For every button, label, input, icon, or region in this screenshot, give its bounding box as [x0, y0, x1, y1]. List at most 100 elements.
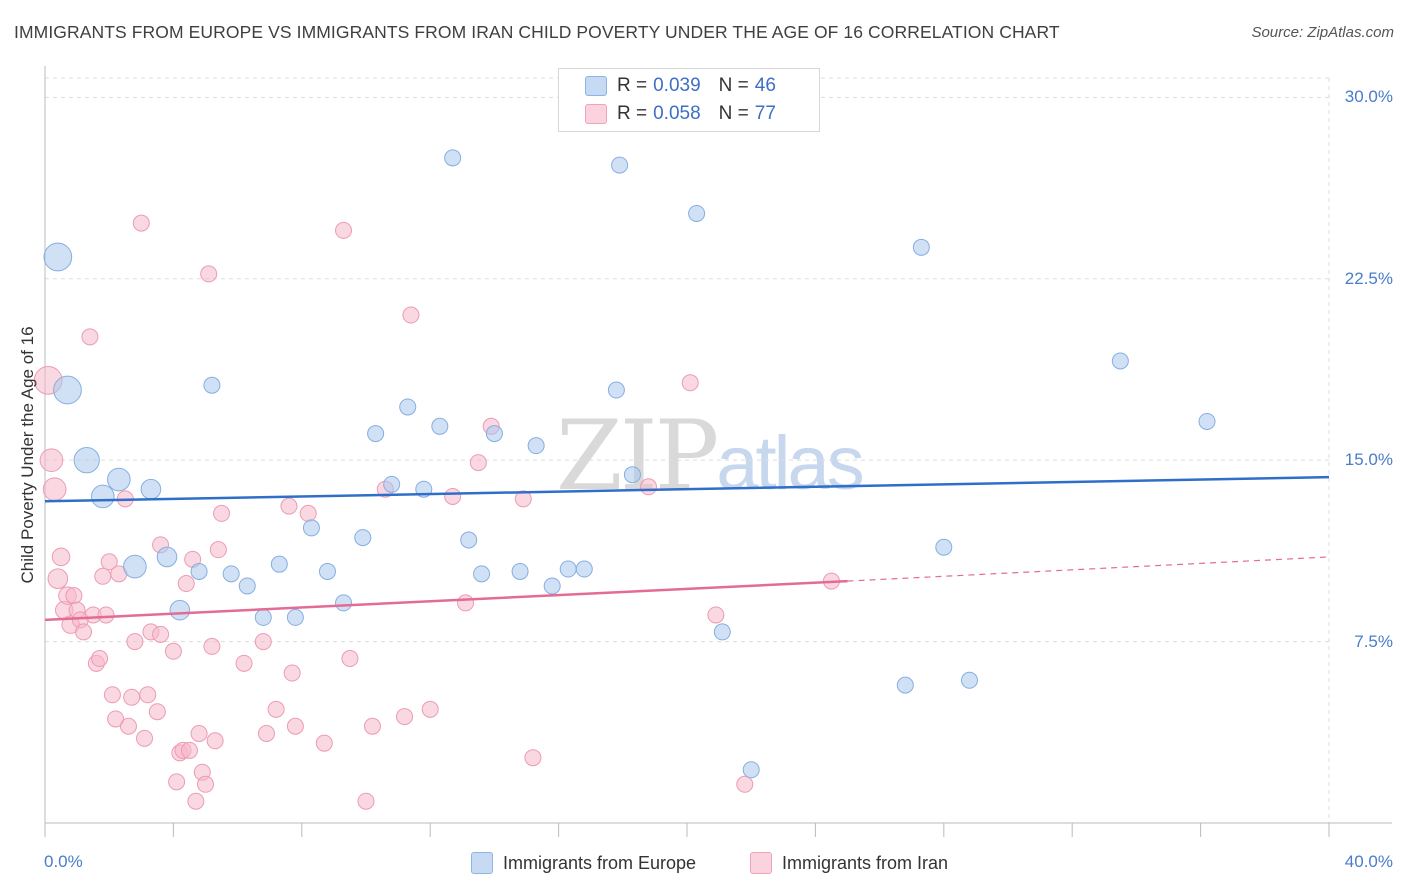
legend-item-iran: Immigrants from Iran — [750, 852, 948, 874]
europe-point-0 — [43, 242, 73, 272]
iran-point-60 — [357, 792, 375, 810]
legend-item-europe: Immigrants from Europe — [471, 852, 696, 874]
europe-point-11 — [222, 565, 240, 583]
europe-point-15 — [286, 608, 304, 626]
legend-iran-swatch — [750, 852, 772, 874]
iran-r-label: R = — [617, 103, 648, 124]
iran-point-74 — [707, 606, 725, 624]
iran-trend-line — [44, 579, 848, 622]
europe-point-9 — [190, 562, 208, 580]
iran-point-28 — [139, 686, 157, 704]
iran-point-46 — [206, 732, 224, 750]
x-tick-label-min: 0.0% — [44, 852, 83, 871]
iran-point-48 — [213, 504, 231, 522]
iran-point-50 — [254, 633, 272, 651]
europe-point-3 — [90, 484, 115, 509]
europe-point-7 — [156, 546, 178, 568]
europe-point-35 — [611, 156, 629, 174]
iran-point-20 — [107, 710, 125, 728]
iran-point-27 — [136, 729, 154, 747]
iran-point-56 — [299, 504, 317, 522]
europe-point-21 — [383, 475, 401, 493]
europe-point-4 — [107, 467, 131, 492]
iran-point-71 — [524, 749, 542, 767]
stats-legend-row-europe: R = 0.039 N = 46 — [585, 73, 776, 99]
iran-swatch — [585, 104, 607, 124]
y-axis-label: Child Poverty Under the Age of 16 — [18, 326, 37, 584]
iran-point-11 — [75, 623, 93, 641]
europe-point-6 — [140, 478, 162, 500]
europe-point-12 — [238, 577, 256, 595]
europe-point-34 — [607, 381, 625, 399]
europe-point-5 — [123, 554, 147, 579]
x-tick-label-max: 40.0% — [1344, 852, 1393, 871]
europe-n-value: 46 — [754, 75, 776, 96]
europe-point-44 — [1111, 352, 1129, 370]
iran-point-51 — [257, 725, 275, 743]
iran-point-68 — [469, 454, 487, 472]
iran-point-64 — [402, 306, 420, 324]
iran-point-45 — [203, 637, 221, 655]
europe-point-24 — [431, 417, 449, 435]
iran-point-40 — [187, 792, 205, 810]
iran-point-44 — [200, 265, 218, 283]
chart-title: IMMIGRANTS FROM EUROPE VS IMMIGRANTS FRO… — [14, 22, 1060, 42]
europe-swatch — [585, 76, 607, 96]
iran-point-41 — [190, 725, 208, 743]
europe-point-17 — [318, 562, 336, 580]
europe-point-36 — [623, 466, 641, 484]
europe-point-2 — [73, 447, 100, 474]
europe-point-18 — [335, 594, 353, 612]
iran-point-15 — [91, 650, 109, 668]
europe-point-27 — [473, 565, 491, 583]
legend-europe-label: Immigrants from Europe — [503, 852, 697, 873]
iran-point-33 — [164, 642, 182, 660]
iran-point-54 — [283, 664, 301, 682]
europe-point-25 — [444, 149, 462, 167]
iran-point-26 — [132, 214, 150, 232]
iran-point-30 — [148, 703, 166, 721]
europe-r-value: 0.039 — [653, 75, 701, 96]
europe-n-label: N = — [718, 75, 749, 96]
iran-point-70 — [514, 490, 532, 508]
europe-point-37 — [688, 204, 706, 222]
iran-n-label: N = — [718, 103, 749, 124]
europe-point-38 — [713, 623, 731, 641]
europe-point-1 — [53, 375, 82, 405]
iran-point-57 — [315, 734, 333, 752]
legend-iran-label: Immigrants from Iran — [782, 852, 949, 873]
iran-r-value: 0.058 — [653, 103, 701, 124]
europe-point-13 — [254, 608, 272, 626]
europe-trend-line — [44, 475, 1330, 503]
iran-point-1 — [39, 448, 64, 472]
iran-point-25 — [126, 633, 144, 651]
europe-point-31 — [543, 577, 561, 595]
iran-point-49 — [235, 654, 253, 672]
iran-point-73 — [681, 374, 699, 392]
iran-point-18 — [100, 553, 118, 571]
europe-point-40 — [896, 676, 914, 694]
europe-point-16 — [302, 519, 320, 537]
europe-point-45 — [1198, 412, 1216, 430]
iran-point-2 — [42, 477, 67, 502]
iran-point-38 — [180, 741, 198, 759]
iran-point-59 — [341, 650, 359, 668]
iran-point-47 — [209, 541, 227, 559]
iran-point-12 — [81, 328, 99, 346]
y-tick-label-3: 30.0% — [1344, 87, 1393, 107]
y-tick-label-1: 15.0% — [1344, 450, 1393, 470]
iran-point-61 — [363, 717, 381, 735]
y-tick-label-2: 22.5% — [1344, 268, 1393, 288]
europe-point-20 — [367, 425, 385, 443]
iran-point-4 — [51, 547, 71, 567]
iran-point-72 — [639, 478, 657, 496]
europe-point-19 — [354, 529, 372, 547]
europe-point-41 — [912, 238, 930, 256]
iran-point-23 — [119, 717, 137, 735]
europe-point-29 — [511, 562, 529, 580]
iran-n-value: 77 — [754, 103, 776, 124]
iran-point-63 — [396, 708, 414, 726]
iran-trend-extension — [847, 556, 1330, 582]
iran-point-17 — [97, 606, 115, 624]
europe-point-10 — [203, 376, 221, 394]
